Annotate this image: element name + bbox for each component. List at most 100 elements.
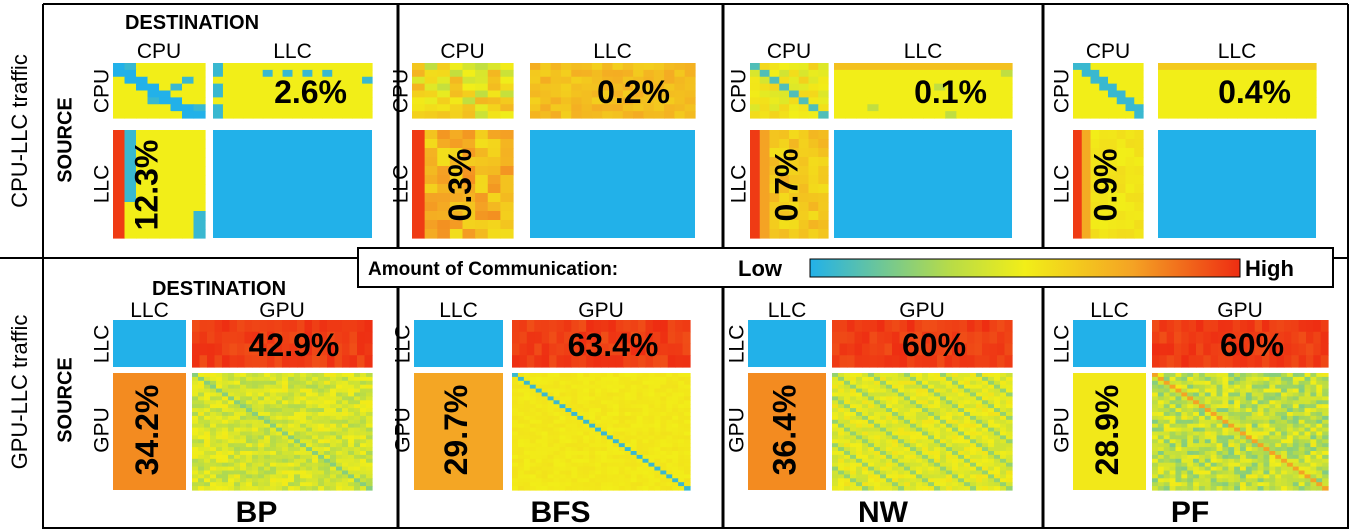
heatmap-cell <box>517 427 525 433</box>
heatmap-cell <box>601 400 608 405</box>
heatmap-cell <box>595 373 602 378</box>
heatmap-cell <box>252 104 264 112</box>
heatmap-cell <box>624 396 632 401</box>
heatmap-cell <box>560 83 572 92</box>
heatmap-cell <box>654 443 661 448</box>
heatmap-cell <box>1181 443 1188 448</box>
heatmap-cell <box>336 427 343 433</box>
heatmap-cell <box>336 392 343 397</box>
heatmap-cell <box>264 388 271 394</box>
heatmap-cell <box>270 478 277 483</box>
heatmap-cell <box>462 148 476 158</box>
heatmap-cell <box>1177 90 1189 98</box>
heatmap-cell <box>583 478 590 483</box>
heatmap-cell <box>956 76 969 85</box>
heatmap-cell <box>213 90 224 98</box>
heatmap-cell <box>332 83 343 92</box>
heatmap-cell <box>252 478 259 483</box>
heatmap-cell <box>354 435 361 440</box>
gpu-llc-block <box>414 373 503 490</box>
heatmap-cell <box>892 458 899 464</box>
heatmap-cell <box>653 83 665 92</box>
heatmap-cell <box>1266 97 1278 105</box>
heatmap-cell <box>1234 408 1241 413</box>
heatmap-cell <box>862 343 871 356</box>
heatmap-cell <box>862 431 869 436</box>
heatmap-cell <box>1222 462 1229 468</box>
heatmap-cell <box>612 443 620 448</box>
heatmap-cell <box>648 466 655 472</box>
heatmap-cell <box>832 458 839 464</box>
heatmap-cell <box>946 454 953 460</box>
heatmap-cell <box>198 435 205 440</box>
heatmap-cell <box>1232 343 1241 356</box>
heatmap-cell <box>1256 63 1268 71</box>
heatmap-cell <box>630 355 639 368</box>
heatmap-cell <box>586 355 595 368</box>
heatmap-cell <box>1222 458 1229 464</box>
heatmap-cell <box>1108 166 1118 176</box>
heatmap-cell <box>113 229 126 239</box>
heatmap-cell <box>1275 431 1282 436</box>
heatmap-cell <box>1187 388 1194 394</box>
heatmap-cell <box>1275 439 1282 444</box>
heatmap-cell <box>874 451 881 456</box>
heatmap-cell <box>946 415 953 421</box>
heatmap-cell <box>844 412 851 417</box>
heatmap-cell <box>789 157 800 167</box>
heatmap-cell <box>916 408 923 413</box>
heatmap-cell <box>1198 384 1206 390</box>
heatmap-cell <box>856 396 863 401</box>
heatmap-cell <box>475 193 489 203</box>
heatmap-cell <box>1210 400 1218 405</box>
heatmap-cell <box>449 211 464 221</box>
heatmap-cell <box>1251 458 1259 464</box>
heatmap-cell <box>159 63 172 71</box>
heatmap-cell <box>892 486 899 491</box>
heatmap-cell <box>988 373 995 378</box>
heatmap-cell <box>342 384 349 390</box>
heatmap-cell <box>1216 396 1223 401</box>
heatmap-cell <box>1263 400 1270 405</box>
heatmap-cell <box>1306 90 1317 98</box>
heatmap-cell <box>684 435 691 440</box>
heatmap-cell <box>1134 139 1144 149</box>
heatmap-cell <box>193 166 206 176</box>
heatmap-cell <box>654 451 661 456</box>
heatmap-cell <box>324 447 331 452</box>
heatmap-cell <box>910 384 917 390</box>
heatmap-cell <box>988 466 995 472</box>
heatmap-cell <box>989 104 1002 112</box>
heatmap-cell <box>124 184 137 194</box>
heatmap-cell <box>1263 454 1270 460</box>
heatmap-cell <box>1006 458 1013 464</box>
heatmap-cell <box>252 447 259 452</box>
heatmap-cell <box>553 486 561 491</box>
heatmap-cell <box>595 415 602 421</box>
heatmap-cell <box>1245 404 1253 409</box>
heatmap-cell <box>216 462 223 468</box>
heatmap-cell <box>868 400 875 405</box>
heatmap-cell <box>958 408 965 413</box>
heatmap-cell <box>559 451 566 456</box>
heatmap-cell <box>1222 447 1229 452</box>
heatmap-cell <box>1000 104 1013 112</box>
heatmap-cell <box>994 388 1001 394</box>
heatmap-cell <box>1169 412 1177 417</box>
heatmap-cell <box>988 400 995 405</box>
heatmap-cell <box>352 76 363 85</box>
heatmap-cell <box>1000 97 1013 105</box>
heatmap-cell <box>1216 447 1223 452</box>
heatmap-cell <box>892 439 899 444</box>
heatmap-cell <box>769 211 780 221</box>
llc-llc-block <box>113 320 186 367</box>
heatmap-cell <box>571 439 578 444</box>
heatmap-cell <box>832 415 839 421</box>
heatmap-cell <box>240 400 247 405</box>
heatmap-cell <box>270 435 277 440</box>
heatmap-cell <box>892 331 901 345</box>
heatmap-cell <box>352 97 363 105</box>
heatmap-cell <box>1263 396 1270 401</box>
heatmap-cell <box>1222 408 1229 413</box>
heatmap-cell <box>288 447 295 452</box>
